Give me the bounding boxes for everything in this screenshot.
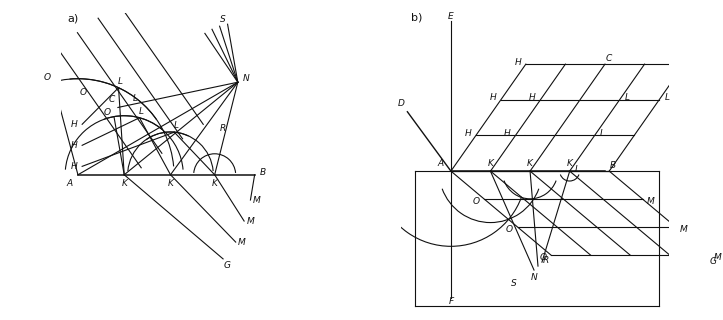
Text: L: L — [139, 107, 144, 116]
Text: L: L — [174, 121, 179, 130]
Text: M: M — [247, 217, 254, 226]
Text: R: R — [220, 124, 226, 133]
Text: M: M — [714, 252, 721, 261]
Text: H: H — [529, 93, 536, 102]
Text: O: O — [104, 108, 111, 117]
Text: M: M — [646, 196, 654, 205]
Text: O: O — [539, 252, 547, 261]
Text: M: M — [238, 237, 246, 247]
Text: C: C — [606, 54, 612, 63]
Text: H: H — [70, 141, 77, 150]
Text: C: C — [108, 94, 115, 104]
Text: F: F — [448, 297, 453, 306]
Text: L: L — [118, 77, 123, 86]
Text: M: M — [253, 196, 260, 204]
Text: S: S — [511, 279, 517, 288]
Text: M: M — [680, 225, 688, 234]
Text: K: K — [212, 179, 218, 188]
Text: G: G — [710, 257, 716, 266]
Text: H: H — [489, 93, 496, 102]
Text: K: K — [527, 159, 533, 168]
Text: H: H — [515, 58, 521, 67]
Text: H: H — [70, 162, 77, 171]
Text: O: O — [80, 89, 87, 98]
Text: A: A — [438, 159, 444, 168]
Text: K: K — [168, 179, 174, 188]
Text: A: A — [67, 179, 72, 188]
Text: L: L — [575, 164, 580, 174]
Text: E: E — [448, 12, 454, 21]
Text: L: L — [625, 93, 630, 102]
Text: K: K — [121, 179, 127, 188]
Text: L: L — [133, 94, 138, 103]
Text: H: H — [504, 129, 511, 138]
Text: H: H — [465, 129, 471, 138]
Text: a): a) — [67, 13, 79, 23]
Text: b): b) — [411, 13, 423, 23]
Text: O: O — [473, 196, 480, 205]
Text: B: B — [610, 161, 616, 170]
Text: D: D — [398, 99, 405, 108]
Text: B: B — [260, 168, 266, 177]
Text: K: K — [567, 159, 573, 168]
Text: O: O — [43, 73, 51, 82]
Text: G: G — [224, 261, 231, 270]
Text: L: L — [600, 129, 605, 138]
Text: O: O — [506, 225, 513, 234]
Text: R: R — [543, 256, 549, 265]
Text: S: S — [221, 15, 226, 24]
Text: N: N — [243, 74, 249, 83]
Text: L: L — [664, 93, 669, 102]
Text: K: K — [487, 159, 493, 168]
Text: H: H — [70, 120, 77, 129]
Text: N: N — [531, 274, 537, 283]
